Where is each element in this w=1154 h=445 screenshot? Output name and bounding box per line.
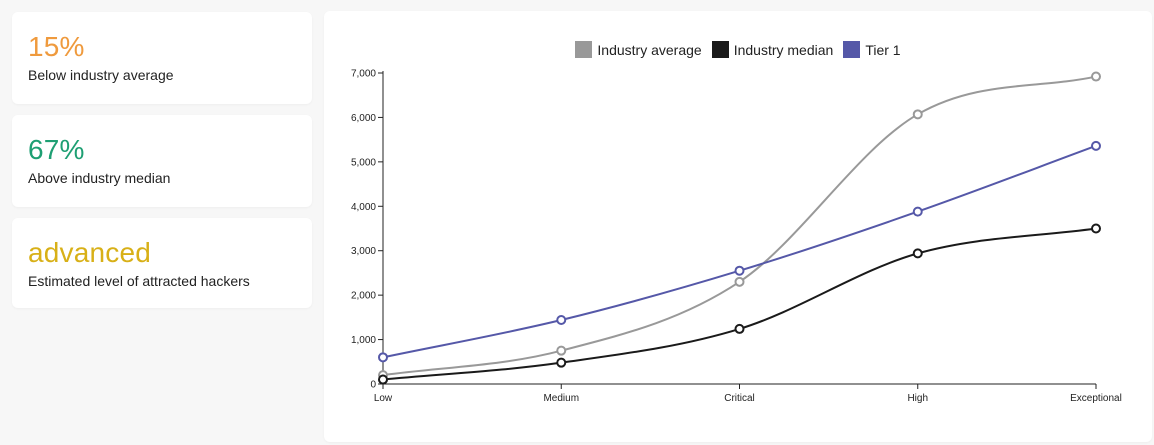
data-point-industry-average [912, 109, 923, 120]
x-tick-label: Medium [543, 393, 579, 404]
y-tick-label: 7,000 [351, 69, 376, 80]
line-chart: 0 1,000 2,000 3,000 4,000 5,000 6,000 7,000 Low M… [351, 69, 1122, 405]
legend-label: Tier 1 [865, 41, 901, 58]
y-tick-label: 6,000 [351, 113, 376, 124]
legend-label: Industry median [733, 41, 834, 58]
stat-card-hacker-level: advanced Estimated level of attracted ha… [12, 218, 312, 308]
x-tick-label: Low [374, 393, 393, 404]
stat-value: 67% [28, 134, 85, 165]
y-tick-label: 3,000 [351, 246, 376, 257]
legend-swatch [575, 41, 593, 58]
data-point-tier-1 [734, 265, 745, 276]
data-point-tier-1 [556, 315, 567, 326]
y-tick-label: 2,000 [351, 291, 376, 302]
data-point-industry-median [1091, 223, 1101, 234]
legend-swatch [711, 41, 729, 58]
stat-card-above-median: 67% Above industry median [12, 115, 312, 207]
chart-legend: Industry average Industry median Tier 1 [324, 41, 1152, 58]
legend-item-industry-average[interactable]: Industry average [575, 41, 702, 58]
stat-value: 15% [28, 31, 85, 62]
stat-label: Above industry median [28, 170, 171, 186]
legend-label: Industry average [597, 41, 702, 58]
y-tick-label: 0 [370, 380, 376, 391]
data-point-industry-median [378, 374, 388, 385]
stat-value: advanced [28, 237, 152, 268]
stat-label: Estimated level of attracted hackers [28, 273, 250, 289]
data-point-industry-average [556, 345, 567, 356]
data-point-tier-1 [1091, 140, 1101, 151]
x-tick-label: Exceptional [1070, 393, 1122, 404]
x-tick-label: Critical [724, 393, 755, 404]
legend-item-tier-1[interactable]: Tier 1 [843, 41, 901, 58]
data-point-industry-median [912, 248, 923, 259]
data-point-industry-average [734, 276, 745, 287]
data-point-tier-1 [912, 206, 923, 217]
y-tick-label: 4,000 [351, 202, 376, 213]
chart-card: Industry average Industry median Tier 1 … [324, 11, 1152, 442]
data-point-tier-1 [378, 352, 388, 363]
series-line-industry-median [382, 227, 1097, 381]
y-tick-label: 5,000 [351, 157, 376, 168]
data-point-industry-median [556, 357, 567, 368]
data-point-industry-median [734, 323, 745, 334]
stat-card-below-average: 15% Below industry average [12, 12, 312, 104]
legend-swatch [843, 41, 861, 58]
x-tick-label: High [907, 393, 928, 404]
stat-label: Below industry average [28, 67, 174, 83]
data-point-industry-average [1091, 71, 1101, 82]
y-tick-label: 1,000 [351, 335, 376, 346]
legend-item-industry-median[interactable]: Industry median [711, 41, 834, 58]
